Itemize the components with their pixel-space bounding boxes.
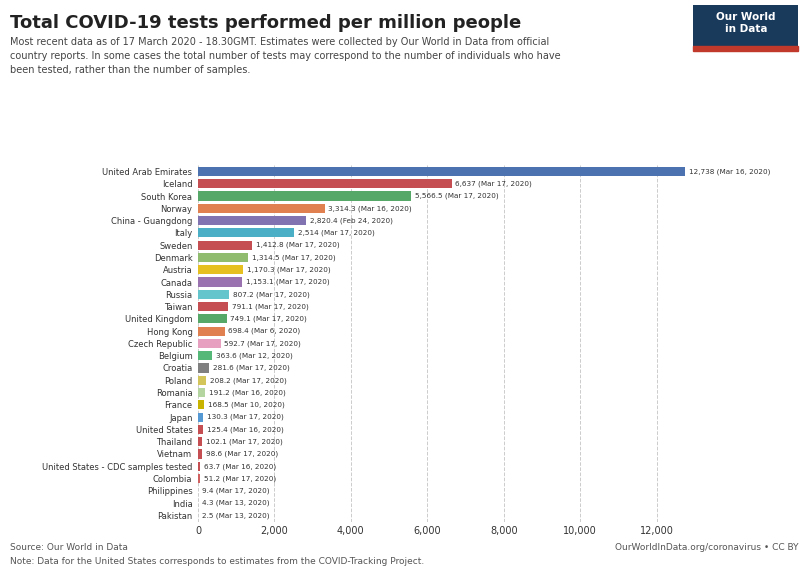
Text: 4.3 (Mar 13, 2020): 4.3 (Mar 13, 2020) xyxy=(202,500,269,506)
Bar xyxy=(198,228,294,238)
Text: 51.2 (Mar 17, 2020): 51.2 (Mar 17, 2020) xyxy=(204,475,276,482)
Bar xyxy=(198,339,221,348)
Text: 1,153.1 (Mar 17, 2020): 1,153.1 (Mar 17, 2020) xyxy=(246,279,330,285)
Bar xyxy=(198,437,202,446)
Bar xyxy=(198,253,248,262)
Bar xyxy=(198,376,206,385)
Text: 208.2 (Mar 17, 2020): 208.2 (Mar 17, 2020) xyxy=(210,377,287,384)
Bar xyxy=(198,351,212,360)
Text: 791.1 (Mar 17, 2020): 791.1 (Mar 17, 2020) xyxy=(232,303,309,310)
Text: 5,566.5 (Mar 17, 2020): 5,566.5 (Mar 17, 2020) xyxy=(415,193,499,200)
Bar xyxy=(198,364,208,373)
Text: 102.1 (Mar 17, 2020): 102.1 (Mar 17, 2020) xyxy=(206,438,283,445)
Text: OurWorldInData.org/coronavirus • CC BY: OurWorldInData.org/coronavirus • CC BY xyxy=(615,543,798,552)
Text: 1,170.3 (Mar 17, 2020): 1,170.3 (Mar 17, 2020) xyxy=(246,266,330,273)
Text: 281.6 (Mar 17, 2020): 281.6 (Mar 17, 2020) xyxy=(213,365,289,371)
Text: 12,738 (Mar 16, 2020): 12,738 (Mar 16, 2020) xyxy=(688,168,770,174)
Bar xyxy=(198,203,325,213)
Text: 3,314.3 (Mar 16, 2020): 3,314.3 (Mar 16, 2020) xyxy=(329,205,412,211)
Text: 6,637 (Mar 17, 2020): 6,637 (Mar 17, 2020) xyxy=(456,181,532,187)
Text: Total COVID-19 tests performed per million people: Total COVID-19 tests performed per milli… xyxy=(10,14,521,32)
Text: 592.7 (Mar 17, 2020): 592.7 (Mar 17, 2020) xyxy=(225,340,301,347)
Text: 168.5 (Mar 10, 2020): 168.5 (Mar 10, 2020) xyxy=(208,402,285,408)
Text: 63.7 (Mar 16, 2020): 63.7 (Mar 16, 2020) xyxy=(204,463,276,470)
Bar xyxy=(198,400,204,409)
Bar xyxy=(693,46,798,51)
Bar xyxy=(198,265,242,274)
Text: 1,412.8 (Mar 17, 2020): 1,412.8 (Mar 17, 2020) xyxy=(256,242,339,249)
Bar xyxy=(198,474,200,483)
Text: 1,314.5 (Mar 17, 2020): 1,314.5 (Mar 17, 2020) xyxy=(252,254,335,260)
Text: 2.5 (Mar 13, 2020): 2.5 (Mar 13, 2020) xyxy=(202,512,269,519)
Bar xyxy=(198,413,203,422)
Bar xyxy=(198,167,685,176)
Text: 191.2 (Mar 16, 2020): 191.2 (Mar 16, 2020) xyxy=(209,389,286,396)
Text: Most recent data as of 17 March 2020 - 18.30GMT. Estimates were collected by Our: Most recent data as of 17 March 2020 - 1… xyxy=(10,37,560,75)
Text: 698.4 (Mar 6, 2020): 698.4 (Mar 6, 2020) xyxy=(229,328,301,335)
Text: Source: Our World in Data: Source: Our World in Data xyxy=(10,543,128,552)
Text: Our World
in Data: Our World in Data xyxy=(716,12,776,34)
Bar xyxy=(198,425,203,434)
Text: 125.4 (Mar 16, 2020): 125.4 (Mar 16, 2020) xyxy=(207,426,284,433)
Bar xyxy=(198,314,226,323)
Text: Note: Data for the United States corresponds to estimates from the COVID-Trackin: Note: Data for the United States corresp… xyxy=(10,557,424,567)
Text: 130.3 (Mar 17, 2020): 130.3 (Mar 17, 2020) xyxy=(207,414,284,421)
Text: 807.2 (Mar 17, 2020): 807.2 (Mar 17, 2020) xyxy=(233,291,309,298)
Bar xyxy=(198,290,229,299)
Bar xyxy=(198,388,205,397)
Text: 749.1 (Mar 17, 2020): 749.1 (Mar 17, 2020) xyxy=(230,316,307,322)
Bar xyxy=(198,327,225,336)
Bar xyxy=(198,449,202,459)
Text: 363.6 (Mar 12, 2020): 363.6 (Mar 12, 2020) xyxy=(216,352,292,359)
Bar xyxy=(198,216,305,225)
Bar xyxy=(198,462,200,471)
Bar xyxy=(198,179,452,188)
Text: 9.4 (Mar 17, 2020): 9.4 (Mar 17, 2020) xyxy=(202,487,270,494)
Bar xyxy=(198,241,252,250)
Bar xyxy=(198,192,410,201)
Text: 98.6 (Mar 17, 2020): 98.6 (Mar 17, 2020) xyxy=(205,451,278,457)
Bar xyxy=(198,302,228,311)
Text: 2,820.4 (Feb 24, 2020): 2,820.4 (Feb 24, 2020) xyxy=(309,217,393,224)
Bar xyxy=(198,278,242,287)
Text: 2,514 (Mar 17, 2020): 2,514 (Mar 17, 2020) xyxy=(298,230,375,236)
